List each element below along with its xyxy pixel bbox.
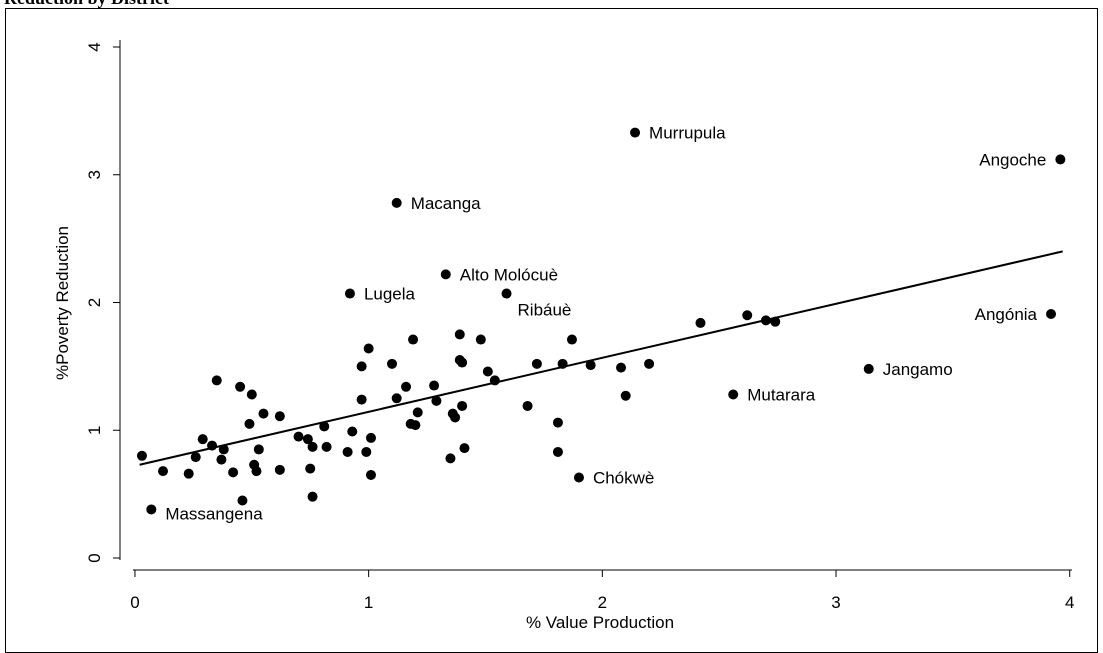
x-tick-label: 0 [130, 593, 139, 612]
y-tick-label: 2 [85, 298, 104, 307]
point [274, 464, 285, 475]
x-tick-label: 2 [598, 593, 607, 612]
point [302, 434, 313, 445]
y-tick-label: 3 [85, 170, 104, 179]
point [197, 434, 208, 445]
point-label: Massangena [165, 504, 263, 523]
point [246, 389, 257, 400]
point [620, 390, 631, 401]
point-label: Murrupula [649, 124, 726, 143]
point-label: Alto Molócuè [460, 265, 558, 284]
point [482, 366, 493, 377]
point-label: Chókwè [593, 469, 654, 488]
point [216, 454, 227, 465]
y-tick-label: 1 [85, 426, 104, 435]
y-axis-label: %Poverty Reduction [53, 226, 72, 380]
point [431, 395, 442, 406]
point [305, 463, 316, 474]
point [157, 466, 168, 477]
point [342, 446, 353, 457]
point [695, 317, 706, 328]
point [146, 504, 157, 515]
point [307, 441, 318, 452]
point [293, 431, 304, 442]
point [457, 400, 468, 411]
point [391, 393, 402, 404]
point [356, 394, 367, 405]
point-label: Ribáuè [518, 301, 572, 320]
point [457, 357, 468, 368]
point [616, 362, 627, 373]
chart-title: Reduction by District [4, 0, 169, 8]
point [365, 469, 376, 480]
point [445, 453, 456, 464]
point [136, 450, 147, 461]
point [365, 432, 376, 443]
point [228, 467, 239, 478]
point-label: Lugela [364, 285, 416, 304]
point [408, 334, 419, 345]
point-label: Jangamo [883, 360, 953, 379]
point [531, 358, 542, 369]
point [253, 444, 264, 455]
point [429, 380, 440, 391]
point [344, 288, 355, 299]
point-label: Mutarara [747, 385, 816, 404]
point [552, 446, 563, 457]
x-tick-label: 1 [364, 593, 373, 612]
point [401, 381, 412, 392]
point [552, 417, 563, 428]
fit-line [139, 250, 1063, 466]
point [728, 389, 739, 400]
point [863, 363, 874, 374]
point [244, 418, 255, 429]
point [347, 426, 358, 437]
point [319, 421, 330, 432]
point [387, 358, 398, 369]
point-label: Angoche [979, 150, 1046, 169]
point [410, 420, 421, 431]
point [573, 472, 584, 483]
point [454, 329, 465, 340]
point [307, 491, 318, 502]
point [235, 381, 246, 392]
x-tick-label: 3 [831, 593, 840, 612]
point [218, 444, 229, 455]
point [459, 443, 470, 454]
point [183, 468, 194, 479]
point-label: Macanga [411, 194, 481, 213]
point [440, 269, 451, 280]
point [450, 412, 461, 423]
point [211, 375, 222, 386]
point [363, 343, 374, 354]
point [190, 452, 201, 463]
point [356, 361, 367, 372]
y-tick-label: 4 [85, 42, 104, 51]
point [742, 310, 753, 321]
point [1055, 154, 1066, 165]
point [644, 358, 655, 369]
chart-frame [5, 8, 1098, 653]
point [475, 334, 486, 345]
point [566, 334, 577, 345]
point [630, 127, 641, 138]
x-tick-label: 4 [1065, 593, 1074, 612]
point [251, 466, 262, 477]
point [391, 197, 402, 208]
point [237, 495, 248, 506]
point [412, 407, 423, 418]
point-label: Angónia [975, 305, 1038, 324]
point [1046, 308, 1057, 319]
point [321, 441, 332, 452]
point [585, 360, 596, 371]
point [361, 446, 372, 457]
point [522, 400, 533, 411]
point [258, 408, 269, 419]
point [274, 411, 285, 422]
y-tick-label: 0 [85, 553, 104, 562]
x-axis-label: % Value Production [526, 613, 674, 632]
point [501, 288, 512, 299]
